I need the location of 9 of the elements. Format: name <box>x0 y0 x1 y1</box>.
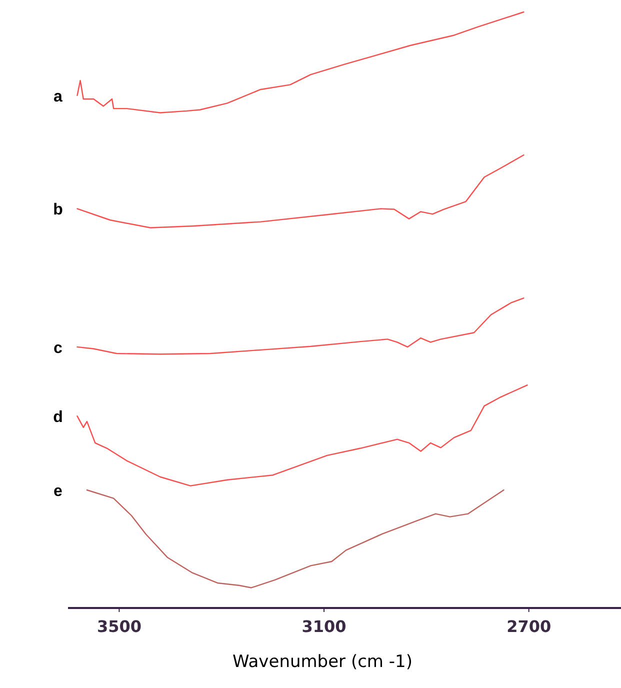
x-tick-label: 2700 <box>506 617 552 636</box>
series-label: b <box>53 202 64 219</box>
series-label: c <box>54 340 63 357</box>
series-label: d <box>53 409 63 426</box>
series-label: e <box>54 482 63 500</box>
x-tick-label: 3100 <box>302 617 346 636</box>
x-axis-title: Wavenumber (cm -1) <box>232 652 412 672</box>
series-label: a <box>54 88 63 106</box>
x-tick-label: 3500 <box>96 617 142 636</box>
